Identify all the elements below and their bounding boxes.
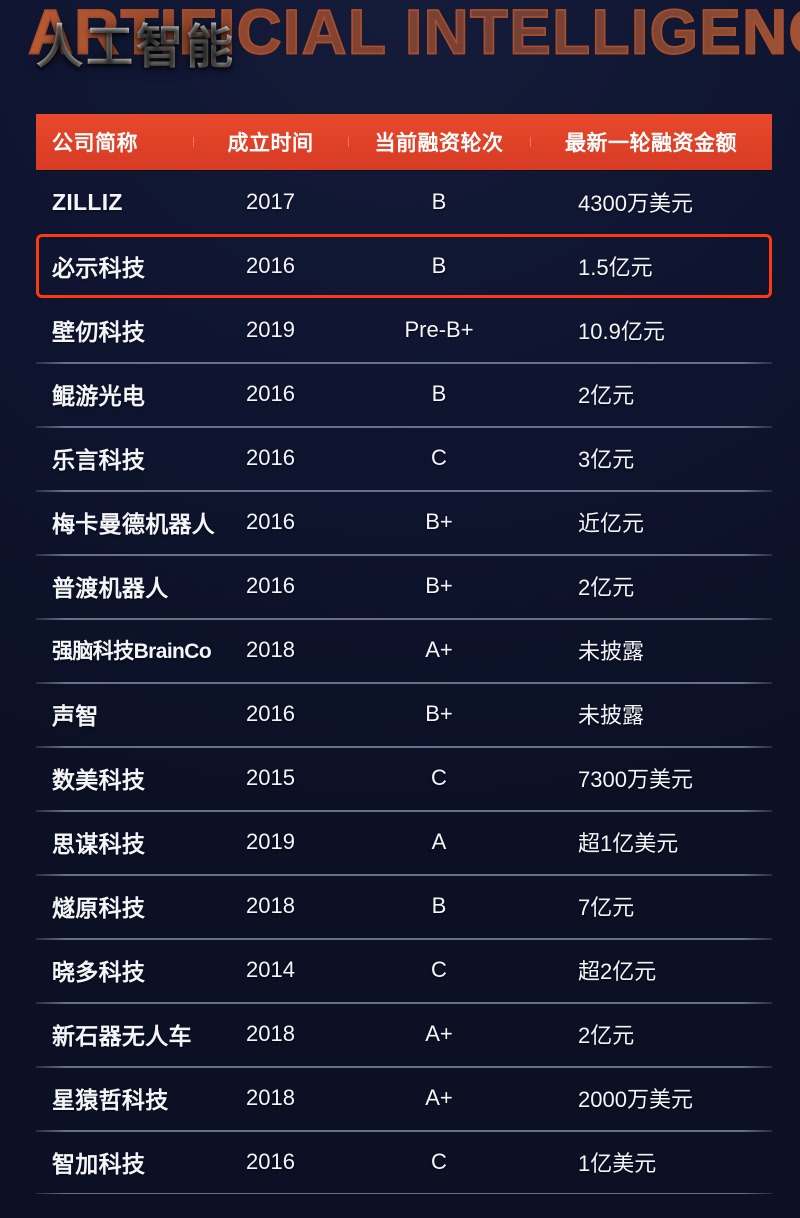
cell-amount: 7300万美元 — [578, 767, 693, 792]
cell-company: 必示科技 — [52, 255, 146, 281]
cell-amount: 1亿美元 — [578, 1151, 657, 1176]
cell-founded: 2018 — [246, 637, 295, 662]
table-row-highlighted[interactable]: 必示科技 2016 B 1.5亿元 — [36, 234, 772, 298]
background-wordmark-fill: ARTIFICIAL INTELLIGENCE — [28, 1, 800, 64]
cell-founded: 2016 — [246, 253, 295, 278]
cell-round: B — [431, 189, 447, 214]
background-wordmark: ARTIFICIAL INTELLIGENCE — [27, 0, 800, 65]
table-row[interactable]: 壁仞科技 2019 Pre-B+ 10.9亿元 — [36, 298, 772, 362]
cell-company: 智加科技 — [52, 1151, 146, 1177]
cell-amount: 2亿元 — [578, 1023, 635, 1048]
cell-company: 强脑科技BrainCo — [52, 640, 212, 663]
cell-founded: 2018 — [246, 1085, 295, 1110]
cell-amount: 10.9亿元 — [578, 319, 665, 344]
cell-founded: 2016 — [246, 445, 295, 470]
cell-amount: 2亿元 — [578, 383, 635, 408]
cell-round: C — [431, 445, 447, 470]
cell-founded: 2017 — [246, 189, 295, 214]
cell-founded: 2016 — [246, 701, 295, 726]
cell-amount: 1.5亿元 — [578, 255, 653, 280]
column-header-founded: 成立时间 — [193, 127, 348, 157]
cell-founded: 2016 — [246, 1149, 295, 1174]
table-row[interactable]: 思谋科技 2019 A 超1亿美元 — [36, 810, 772, 874]
cell-round: C — [431, 1149, 447, 1174]
cell-amount: 3亿元 — [578, 447, 635, 472]
table-row[interactable]: 星猿哲科技 2018 A+ 2000万美元 — [36, 1066, 772, 1130]
cell-amount: 未披露 — [578, 703, 645, 728]
table-row[interactable]: 梅卡曼德机器人 2016 B+ 近亿元 — [36, 490, 772, 554]
table-row[interactable]: 声智 2016 B+ 未披露 — [36, 682, 772, 746]
cell-founded: 2019 — [246, 829, 295, 854]
cell-company: 鲲游光电 — [52, 383, 146, 409]
poster-banner: ARTIFICIAL INTELLIGENCE ARTIFICIAL INTEL… — [0, 0, 800, 108]
page-title: 人工智能 — [36, 18, 236, 77]
table-row[interactable]: 新石器无人车 2018 A+ 2亿元 — [36, 1002, 772, 1066]
cell-company: 燧原科技 — [52, 895, 146, 921]
cell-amount: 2000万美元 — [578, 1087, 693, 1112]
cell-amount: 近亿元 — [578, 511, 645, 536]
table-row[interactable]: 强脑科技BrainCo 2018 A+ 未披露 — [36, 618, 772, 682]
cell-company: ZILLIZ — [52, 188, 123, 215]
cell-amount: 未披露 — [578, 639, 645, 664]
cell-round: B+ — [425, 573, 453, 598]
table-row[interactable]: 燧原科技 2018 B 7亿元 — [36, 874, 772, 938]
cell-company: 壁仞科技 — [52, 319, 146, 345]
cell-founded: 2016 — [246, 573, 295, 598]
cell-round: A+ — [425, 637, 453, 662]
cell-round: B — [431, 893, 447, 918]
table-row[interactable]: ZILLIZ 2017 B 4300万美元 — [36, 170, 772, 234]
cell-amount: 7亿元 — [578, 895, 635, 920]
table-row[interactable]: 晓多科技 2014 C 超2亿元 — [36, 938, 772, 1002]
cell-company: 思谋科技 — [52, 831, 146, 857]
cell-round: A+ — [425, 1085, 453, 1110]
table-body: ZILLIZ 2017 B 4300万美元必示科技 2016 B 1.5亿元壁仞科技 2019… — [36, 170, 772, 1194]
cell-founded: 2015 — [246, 765, 295, 790]
cell-round: A+ — [425, 1021, 453, 1046]
column-header-company: 公司简称 — [52, 132, 138, 155]
table-row[interactable]: 智加科技 2016 C 1亿美元 — [36, 1130, 772, 1194]
cell-round: A — [431, 829, 447, 854]
cell-company: 梅卡曼德机器人 — [52, 511, 216, 537]
cell-founded: 2019 — [246, 317, 295, 342]
cell-company: 星猿哲科技 — [52, 1087, 169, 1113]
cell-company: 晓多科技 — [52, 959, 146, 985]
cell-company: 普渡机器人 — [52, 575, 169, 601]
cell-founded: 2018 — [246, 1021, 295, 1046]
funding-table: 公司简称 成立时间 当前融资轮次 最新一轮融资金额 ZILLIZ 2017 B 430… — [36, 114, 772, 1194]
table-row[interactable]: 普渡机器人 2016 B+ 2亿元 — [36, 554, 772, 618]
cell-amount: 超1亿美元 — [578, 831, 679, 856]
cell-company: 新石器无人车 — [52, 1023, 192, 1049]
cell-founded: 2016 — [246, 509, 295, 534]
cell-amount: 4300万美元 — [578, 191, 693, 216]
cell-round: B — [431, 381, 447, 406]
cell-round: B+ — [425, 701, 453, 726]
cell-round: B+ — [425, 509, 453, 534]
cell-round: C — [431, 765, 447, 790]
cell-founded: 2014 — [246, 957, 295, 982]
column-header-amount: 最新一轮融资金额 — [530, 127, 772, 157]
column-header-round: 当前融资轮次 — [348, 127, 530, 157]
cell-amount: 超2亿元 — [578, 959, 657, 984]
table-row[interactable]: 数美科技 2015 C 7300万美元 — [36, 746, 772, 810]
cell-round: B — [431, 253, 447, 278]
cell-founded: 2018 — [246, 893, 295, 918]
cell-company: 声智 — [52, 703, 99, 729]
cell-amount: 2亿元 — [578, 575, 635, 600]
table-row[interactable]: 鲲游光电 2016 B 2亿元 — [36, 362, 772, 426]
cell-company: 数美科技 — [52, 767, 146, 793]
cell-round: Pre-B+ — [404, 317, 474, 342]
table-row[interactable]: 乐言科技 2016 C 3亿元 — [36, 426, 772, 490]
cell-round: C — [431, 957, 447, 982]
table-header-row: 公司简称 成立时间 当前融资轮次 最新一轮融资金额 — [36, 114, 772, 170]
cell-founded: 2016 — [246, 381, 295, 406]
cell-company: 乐言科技 — [52, 447, 146, 473]
